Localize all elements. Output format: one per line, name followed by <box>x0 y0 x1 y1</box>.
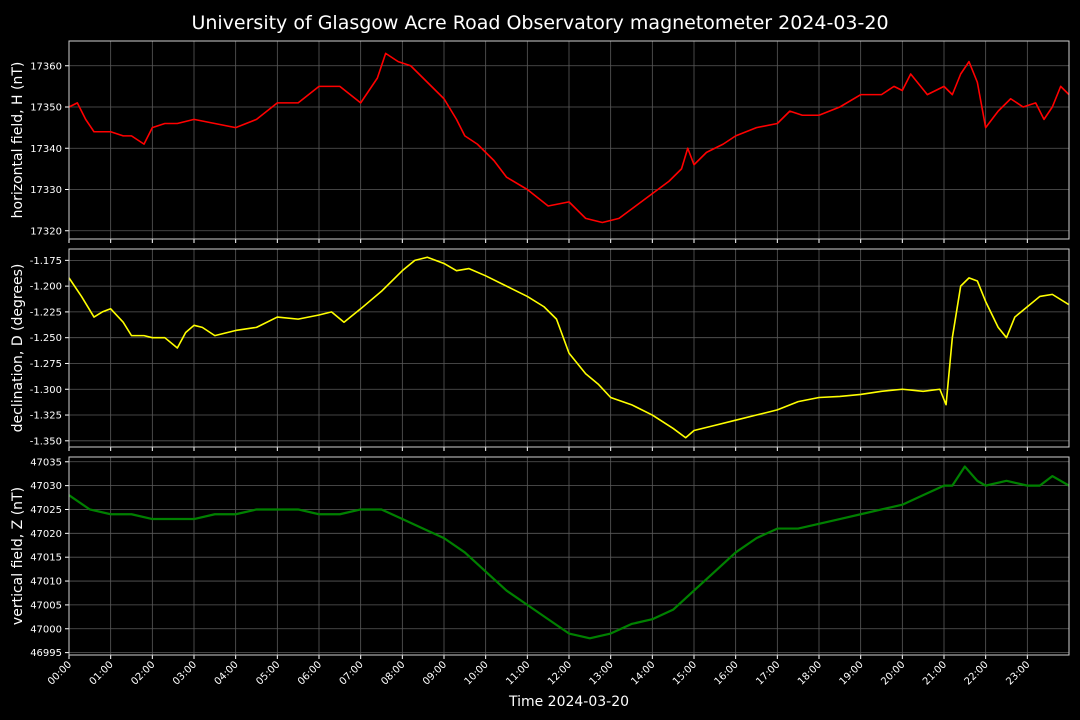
panel-1: -1.175 -1.200 -1.225 -1.250 -1.275 -1.300 -1.3… <box>10 248 1070 451</box>
y-tick-label: 47010 <box>30 577 62 588</box>
y-tick-label: -1.250 <box>30 333 62 344</box>
panel-2: 46995 47000 47005 47010 47015 47020 47025 47030… <box>10 456 1070 659</box>
series-line-2 <box>68 465 1070 640</box>
y-tick-label: 47000 <box>30 624 62 635</box>
series-line-0 <box>68 52 1070 224</box>
y-tick-label: -1.275 <box>30 359 62 370</box>
chart-title: University of Glasgow Acre Road Observat… <box>191 12 888 34</box>
y-tick-label: 17330 <box>30 185 62 196</box>
series-line-1 <box>68 256 1070 439</box>
y-tick-label: 46995 <box>30 648 62 659</box>
y-tick-label: 17360 <box>30 61 62 72</box>
y-tick-label: 47005 <box>30 600 62 611</box>
y-axis-label: vertical field, Z (nT) <box>10 487 26 625</box>
y-tick-label: 47030 <box>30 481 62 492</box>
y-tick-label: 47015 <box>30 553 62 564</box>
y-axis-label: horizontal field, H (nT) <box>10 62 26 219</box>
y-tick-label: -1.200 <box>30 282 62 293</box>
x-axis-label: Time 2024-03-20 <box>508 694 629 710</box>
panel-frame <box>68 40 1070 240</box>
y-tick-label: 47020 <box>30 529 62 540</box>
y-tick-label: 47035 <box>30 457 62 468</box>
panel-frame <box>68 456 1070 656</box>
y-tick-label: -1.350 <box>30 436 62 447</box>
panels-group: 17320 17330 17340 17350 17360 horizontal fiel… <box>10 40 1070 659</box>
y-tick-label: -1.225 <box>30 307 62 318</box>
panel-0: 17320 17330 17340 17350 17360 horizontal fiel… <box>10 40 1070 243</box>
y-tick-label: 17340 <box>30 144 62 155</box>
y-tick-label: 17320 <box>30 226 62 237</box>
y-tick-label: 47025 <box>30 505 62 516</box>
y-axis-label: declination, D (degrees) <box>10 264 26 433</box>
y-tick-label: -1.325 <box>30 411 62 422</box>
panel-frame <box>68 248 1070 448</box>
y-tick-label: -1.175 <box>30 256 62 267</box>
y-tick-label: -1.300 <box>30 385 62 396</box>
y-tick-label: 17350 <box>30 103 62 114</box>
